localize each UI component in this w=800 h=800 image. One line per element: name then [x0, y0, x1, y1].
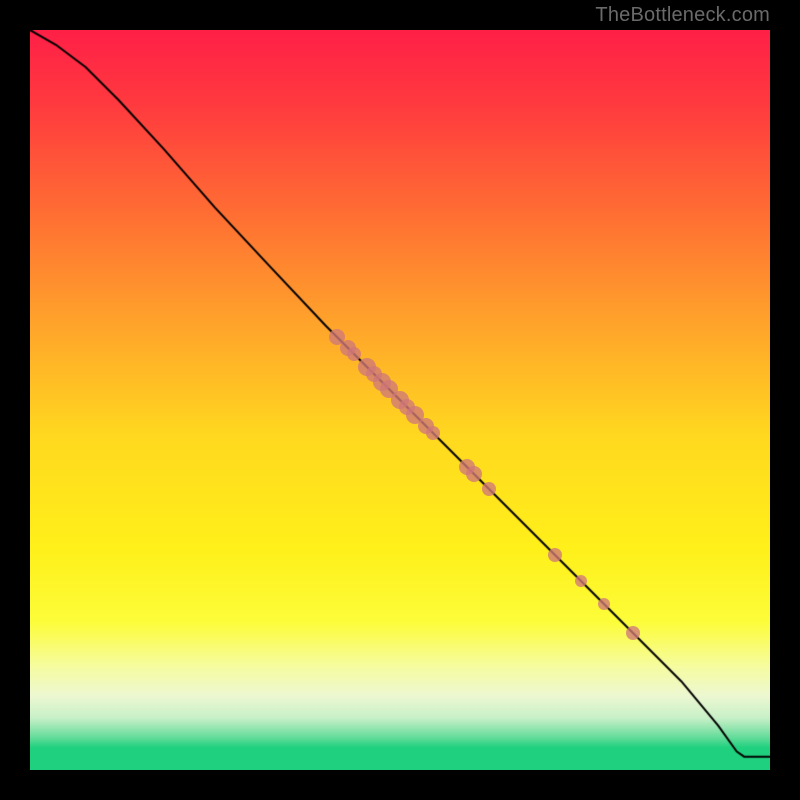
plot-area — [30, 30, 770, 770]
curve-line — [30, 30, 770, 770]
watermark-text: TheBottleneck.com — [595, 4, 770, 27]
